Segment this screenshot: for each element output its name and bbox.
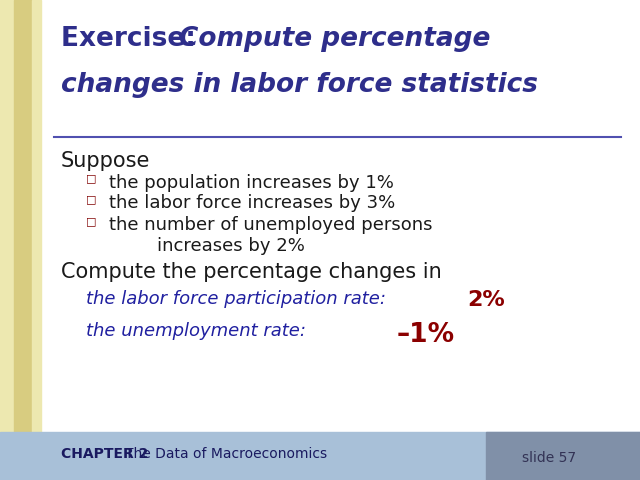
Text: the unemployment rate:: the unemployment rate: [86,322,307,340]
Text: the population increases by 1%: the population increases by 1% [109,174,394,192]
Bar [0,0,14,437]
Text: changes in labor force statistics: changes in labor force statistics [61,72,538,98]
Text: increases by 2%: increases by 2% [134,237,305,254]
Text: the labor force increases by 3%: the labor force increases by 3% [109,194,395,213]
Text: Exercise:: Exercise: [61,26,214,52]
Text: CHAPTER 2: CHAPTER 2 [61,447,148,461]
Text: The Data of Macroeconomics: The Data of Macroeconomics [125,447,327,461]
Text: Compute the percentage changes in: Compute the percentage changes in [61,262,442,282]
Text: Suppose: Suppose [61,151,150,171]
Text: □: □ [86,194,97,204]
Text: □: □ [86,216,97,226]
Text: □: □ [86,174,97,184]
Text: Compute percentage: Compute percentage [179,26,491,52]
Bar [14,0,32,437]
Text: the labor force participation rate:: the labor force participation rate: [86,290,387,308]
Text: –1%: –1% [397,322,455,348]
Bar [486,432,640,480]
Text: 2%: 2% [467,290,505,311]
Bar [0,432,640,480]
Bar [32,0,41,437]
Text: the number of unemployed persons: the number of unemployed persons [109,216,432,234]
Text: slide 57: slide 57 [522,451,576,465]
